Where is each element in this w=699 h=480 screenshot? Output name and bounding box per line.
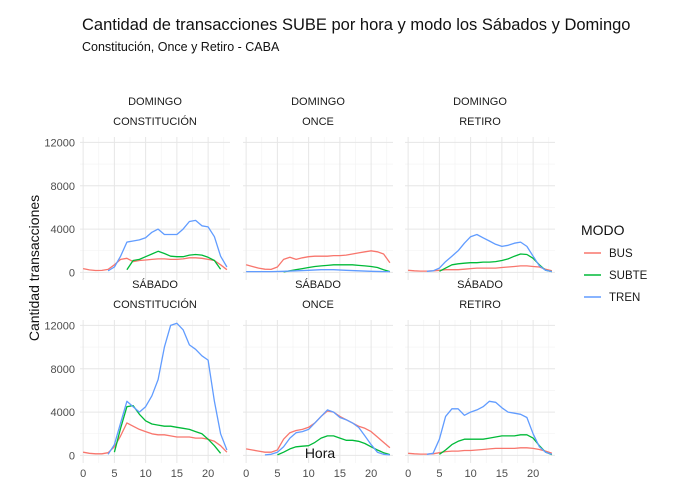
- x-tick-label: 15: [171, 468, 183, 480]
- series-line-tren: [107, 219, 228, 272]
- facet-day-label: DOMINGO: [291, 96, 345, 108]
- x-axis-label: Hora: [305, 445, 336, 461]
- y-tick-label: 12000: [44, 137, 75, 149]
- series-line-bus: [82, 257, 228, 272]
- x-tick-label: 20: [202, 468, 214, 480]
- x-tick-label: 5: [436, 468, 442, 480]
- series-line-bus: [408, 447, 553, 455]
- facet-station-label: ONCE: [302, 116, 334, 128]
- chart-title: Cantidad de transacciones SUBE por hora …: [82, 16, 630, 34]
- x-tick-label: 20: [365, 468, 377, 480]
- facet-day-label: SÁBADO: [457, 278, 503, 291]
- x-tick-label: 15: [334, 468, 346, 480]
- legend-label: BUS: [609, 248, 633, 260]
- x-tick-label: 10: [465, 468, 477, 480]
- x-tick-label: 5: [111, 468, 117, 480]
- legend-title: MODO: [581, 222, 625, 238]
- y-axis-label: Cantidad transacciones: [26, 195, 42, 341]
- facet-station-label: ONCE: [302, 299, 334, 311]
- series-line-subte: [113, 404, 222, 454]
- facet-panel: SÁBADO RETIRO 0 5 10 15 20: [405, 278, 555, 480]
- series-line-tren: [246, 269, 390, 273]
- legend: MODO BUS SUBTE TREN: [581, 222, 648, 304]
- legend-label: SUBTE: [609, 270, 648, 282]
- x-tick-label: 15: [496, 468, 508, 480]
- y-tick-label: 8000: [51, 364, 75, 376]
- series-line-bus: [408, 265, 553, 272]
- x-tick-label: 0: [405, 468, 411, 480]
- series-line-subte: [283, 264, 391, 273]
- series-line-tren: [264, 409, 390, 456]
- y-tick-label: 8000: [51, 181, 75, 193]
- y-tick-label: 0: [69, 450, 75, 462]
- y-tick-label: 4000: [51, 407, 75, 419]
- facet-panel: SÁBADO ONCE 0 5 10 15 20: [243, 278, 393, 480]
- series-line-subte: [439, 253, 553, 273]
- facet-day-label: DOMINGO: [128, 96, 182, 108]
- x-tick-label: 10: [303, 468, 315, 480]
- y-tick-label: 0: [69, 267, 75, 279]
- facet-station-label: CONSTITUCIÓN: [113, 115, 197, 128]
- facet-day-label: DOMINGO: [453, 96, 507, 108]
- x-tick-label: 20: [527, 468, 539, 480]
- x-tick-label: 10: [140, 468, 152, 480]
- series-line-subte: [126, 250, 222, 271]
- series-line-subte: [277, 435, 391, 456]
- facet-panel: DOMINGO ONCE: [243, 96, 393, 280]
- facet-day-label: SÁBADO: [132, 278, 178, 291]
- series-line-tren: [426, 233, 553, 273]
- facet-station-label: RETIRO: [459, 299, 501, 311]
- facet-panel: DOMINGO RETIRO: [405, 96, 555, 280]
- chart-subtitle: Constitución, Once y Retiro - CABA: [82, 40, 280, 54]
- legend-label: TREN: [609, 292, 640, 304]
- series-line-bus: [245, 250, 391, 271]
- y-tick-label: 4000: [51, 224, 75, 236]
- x-tick-label: 0: [243, 468, 249, 480]
- series-line-tren: [426, 400, 553, 455]
- series-line-tren: [107, 322, 228, 455]
- facet-panel: SÁBADO CONSTITUCIÓN 0 4000 8000 12000 0 5 10 15 20: [44, 278, 230, 480]
- facet-station-label: RETIRO: [459, 116, 501, 128]
- x-tick-label: 5: [274, 468, 280, 480]
- facet-panels: DOMINGOCONSTITUCIÓN04000800012000DOMINGO…: [44, 96, 555, 480]
- facet-day-label: SÁBADO: [295, 278, 341, 291]
- series-line-bus: [82, 422, 228, 455]
- facet-panel: DOMINGO CONSTITUCIÓN 0 4000 8000 12000: [44, 96, 230, 280]
- y-tick-label: 12000: [44, 320, 75, 332]
- series-line-subte: [439, 434, 553, 456]
- x-tick-label: 0: [80, 468, 86, 480]
- facet-station-label: CONSTITUCIÓN: [113, 298, 197, 311]
